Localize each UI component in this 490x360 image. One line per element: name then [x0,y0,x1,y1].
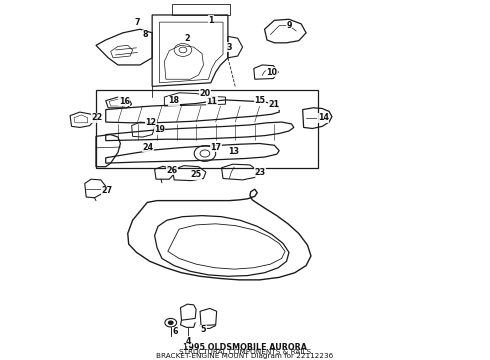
Text: 25: 25 [191,170,202,179]
Text: 27: 27 [101,186,113,195]
Text: 13: 13 [228,147,239,156]
Text: 26: 26 [166,166,177,175]
Text: 21: 21 [269,100,280,109]
Text: 3: 3 [226,42,232,51]
Bar [96,90,318,168]
Text: 5: 5 [201,325,206,334]
Text: 17: 17 [210,143,221,152]
Text: 12: 12 [146,118,157,127]
Text: 23: 23 [254,167,265,176]
Text: BRACKET-ENGINE MOUNT Diagram for 22112236: BRACKET-ENGINE MOUNT Diagram for 2211223… [156,353,334,359]
Text: 7: 7 [135,18,140,27]
Text: 2: 2 [185,34,190,43]
Text: 10: 10 [267,68,277,77]
Circle shape [168,321,173,324]
Text: 15: 15 [254,96,265,105]
Text: 22: 22 [92,113,103,122]
Text: 1: 1 [208,16,214,25]
Text: 19: 19 [154,125,165,134]
Text: 4: 4 [186,337,192,346]
Text: 14: 14 [318,113,329,122]
Text: 8: 8 [142,30,147,39]
Text: 18: 18 [169,96,180,105]
Text: 24: 24 [143,143,154,152]
Text: 20: 20 [199,89,211,98]
Text: STRUCTURAL COMPONENTS & RAILS: STRUCTURAL COMPONENTS & RAILS [179,349,311,355]
Text: 16: 16 [119,97,130,106]
Text: 11: 11 [206,97,217,106]
Text: 9: 9 [286,21,292,30]
Text: 6: 6 [173,328,178,337]
Text: 1995 OLDSMOBILE AURORA: 1995 OLDSMOBILE AURORA [183,343,307,352]
